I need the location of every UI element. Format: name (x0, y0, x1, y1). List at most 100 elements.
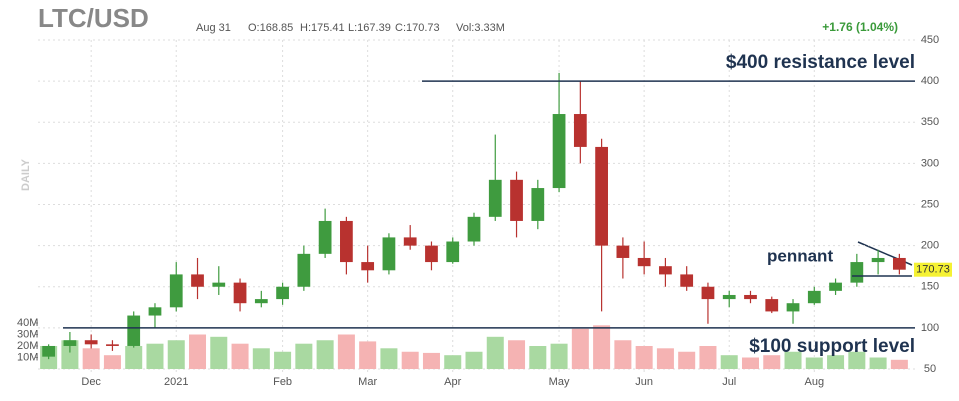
candle-body (84, 340, 98, 345)
volume-bar (422, 352, 440, 369)
y-tick-label: 450 (921, 34, 939, 46)
volume-bar (827, 355, 845, 369)
candle-body (531, 188, 545, 221)
volume-bar (444, 355, 462, 369)
y-tick-label: 200 (921, 240, 939, 252)
y-tick-label: 100 (921, 322, 939, 334)
volume-bar (231, 343, 249, 369)
candle-body (637, 257, 651, 267)
candle-body (42, 345, 56, 357)
volume-bar (529, 346, 547, 369)
candle-body (446, 241, 460, 263)
candle-body (467, 216, 481, 242)
volume-bar (316, 340, 334, 369)
candle-body (276, 286, 289, 300)
header-volume: Vol:3.33M (456, 22, 505, 34)
period-label: DAILY (20, 158, 32, 191)
volume-bar (890, 359, 908, 369)
candle-body (786, 303, 800, 312)
candle-body (680, 274, 694, 287)
y-tick-label: 50 (924, 363, 936, 375)
candle-body (892, 257, 906, 270)
candle-body (744, 294, 757, 300)
volume-bar (401, 351, 419, 369)
volume-bar (189, 334, 207, 369)
volume-bar (805, 357, 823, 369)
candle-body (425, 245, 438, 263)
candle-body (63, 340, 77, 346)
header-high: H:175.41 (300, 22, 345, 34)
volume-bar (720, 355, 738, 369)
last-price-tag (914, 262, 952, 277)
pattern-label: pennant (767, 246, 833, 265)
volume-bar (103, 355, 121, 369)
y-tick-label: 250 (921, 198, 939, 210)
candle-body (361, 262, 375, 271)
volume-bar (699, 346, 717, 369)
candle-body (765, 299, 779, 312)
volume-bar (252, 348, 270, 369)
volume-bar (82, 348, 100, 369)
x-tick-label: Apr (444, 376, 461, 388)
volume-bar (61, 340, 79, 369)
x-tick-label: Jul (722, 376, 736, 388)
y2-tick-label: 30M (17, 328, 38, 340)
candle-body (254, 299, 268, 304)
candle-body (233, 282, 247, 304)
volume-bar (784, 351, 802, 369)
volume-bar (763, 355, 781, 369)
candle-body (829, 282, 842, 291)
candle-body (871, 257, 885, 263)
volume-bar (486, 336, 504, 369)
candle-body (659, 266, 672, 275)
chart-title: LTC/USD (38, 3, 149, 33)
header-date: Aug 31 (196, 22, 231, 34)
candle-body (318, 220, 332, 254)
candle-body (212, 282, 226, 287)
volume-bar (848, 351, 866, 369)
candle-body (340, 220, 353, 263)
last-price-label: 170.73 (916, 264, 950, 276)
volume-bar (146, 343, 164, 369)
volume-bar (550, 343, 568, 369)
candle-body (552, 114, 566, 189)
volume-bar (593, 325, 611, 369)
candle-body (573, 114, 587, 147)
x-tick-label: Jun (635, 376, 653, 388)
volume-bar (869, 357, 887, 369)
x-tick-label: Aug (805, 376, 825, 388)
volume-bar (465, 351, 483, 369)
volume-bar (508, 340, 526, 369)
header-open: O:168.85 (248, 22, 293, 34)
volume-bar (635, 346, 653, 369)
y2-tick-label: 20M (17, 340, 38, 352)
candle-body (722, 294, 736, 300)
volume-bar (359, 341, 377, 369)
volume-bar (678, 351, 696, 369)
x-tick-label: Dec (81, 376, 101, 388)
candle-body (106, 344, 119, 346)
volume-bar (167, 340, 185, 369)
candle-body (807, 290, 821, 304)
volume-bar (274, 351, 292, 369)
volume-bar (571, 328, 589, 369)
x-tick-label: Feb (273, 376, 292, 388)
candle-body (127, 315, 141, 346)
y2-tick-label: 10M (17, 351, 38, 363)
volume-bar (614, 340, 632, 369)
volume-bar (295, 343, 313, 369)
candle-body (169, 274, 183, 308)
candle-body (616, 245, 630, 258)
volume-bar (210, 336, 228, 369)
level-label: $100 support level (749, 336, 915, 357)
candle-body (403, 237, 417, 246)
volume-bar (741, 357, 759, 369)
candle-body (488, 179, 502, 217)
volume-bar (337, 334, 355, 369)
candle-body (595, 146, 608, 246)
candle-body (148, 307, 162, 316)
candle-body (510, 179, 523, 221)
x-tick-label: May (549, 376, 570, 388)
